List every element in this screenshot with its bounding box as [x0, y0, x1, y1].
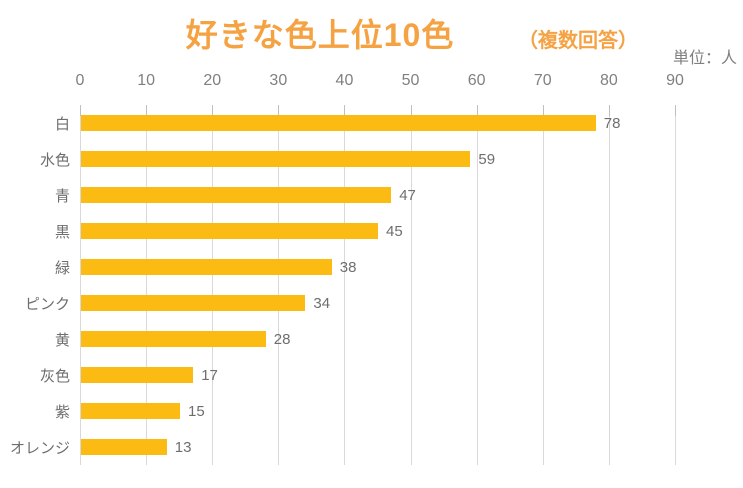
x-tick-label: 80: [599, 72, 618, 89]
chart-subtitle: （複数回答）: [518, 30, 638, 52]
bar-value-label: 38: [339, 258, 357, 276]
gridline: [278, 105, 280, 465]
x-tick-label: 90: [666, 72, 684, 89]
bar: [81, 259, 332, 275]
bar-row: 15: [81, 393, 675, 429]
tick-mark: [344, 105, 346, 116]
tick-mark: [278, 105, 280, 116]
bar-value-label: 28: [273, 330, 291, 348]
bar-row: 13: [81, 429, 675, 465]
x-tick-label: 10: [137, 72, 156, 89]
bar: [81, 151, 471, 167]
bar-row: 38: [81, 249, 675, 285]
bar-row: 59: [81, 141, 675, 177]
tick-mark: [146, 105, 148, 116]
bar: [81, 187, 392, 203]
x-axis: 0 10 20 30 40 50 60 70 80 90: [76, 72, 684, 94]
gridline: [344, 105, 346, 465]
bar-value-label: 45: [386, 222, 403, 240]
chart-title: 好きな色上位10色: [185, 17, 455, 53]
plot-area: 78 59 47 45 38 34 28 17 15 13: [80, 105, 676, 465]
bar: [81, 403, 180, 419]
gridline: [80, 105, 81, 465]
category-label: 黒: [54, 223, 70, 241]
x-tick-label: 50: [401, 72, 420, 89]
category-label: ピンク: [24, 295, 70, 313]
bar-value-label: 34: [313, 294, 331, 312]
tick-mark: [476, 105, 478, 116]
bar: [81, 295, 306, 311]
bar-row: 47: [81, 177, 675, 213]
category-label: 緑: [54, 259, 70, 277]
bar-row: 45: [81, 213, 675, 249]
bar: [81, 115, 596, 131]
bar-value-label: 15: [188, 402, 205, 420]
x-tick-label: 30: [269, 72, 288, 89]
bar: [81, 367, 194, 383]
category-label: オレンジ: [9, 439, 70, 457]
x-tick-label: 0: [75, 72, 85, 89]
x-tick-label: 70: [533, 72, 552, 89]
bar: [81, 223, 378, 239]
bar-row: 78: [81, 105, 675, 141]
x-tick-label: 60: [467, 72, 486, 89]
bar-value-label: 13: [174, 438, 192, 456]
tick-mark: [212, 105, 214, 116]
unit-label: 単位：人: [672, 50, 737, 67]
tick-mark: [542, 105, 544, 116]
category-label: 水色: [39, 151, 70, 169]
gridline: [675, 105, 676, 465]
x-tick-label: 40: [335, 72, 354, 89]
bar-row: 17: [81, 357, 675, 393]
bar: [81, 331, 266, 347]
tick-mark: [675, 105, 676, 116]
tick-mark: [80, 105, 81, 116]
tick-mark: [410, 105, 412, 116]
bar-value-label: 47: [399, 186, 416, 204]
gridline: [608, 105, 610, 465]
category-label: 白: [54, 115, 70, 133]
gridline: [212, 105, 214, 465]
bar-rows: 78 59 47 45 38 34 28 17 15 13: [81, 105, 675, 465]
x-tick-label: 20: [203, 72, 222, 89]
gridline: [476, 105, 478, 465]
gridline: [410, 105, 412, 465]
category-label: 青: [54, 187, 70, 205]
bar-row: 28: [81, 321, 675, 357]
category-label: 黄: [54, 331, 70, 349]
category-label: 紫: [54, 403, 70, 421]
category-label: 灰色: [39, 367, 70, 385]
gridline: [146, 105, 148, 465]
tick-mark: [608, 105, 610, 116]
bar-value-label: 17: [201, 366, 218, 384]
bar-row: 34: [81, 285, 675, 321]
category-labels: 白水色青黒緑ピンク黄灰色紫オレンジ: [0, 105, 70, 465]
bar-value-label: 78: [603, 114, 621, 132]
gridline: [542, 105, 544, 465]
bar-value-label: 59: [478, 150, 496, 168]
bar: [81, 439, 167, 455]
